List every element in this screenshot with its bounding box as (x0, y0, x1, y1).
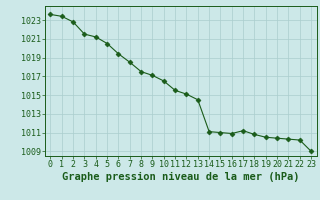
X-axis label: Graphe pression niveau de la mer (hPa): Graphe pression niveau de la mer (hPa) (62, 172, 300, 182)
